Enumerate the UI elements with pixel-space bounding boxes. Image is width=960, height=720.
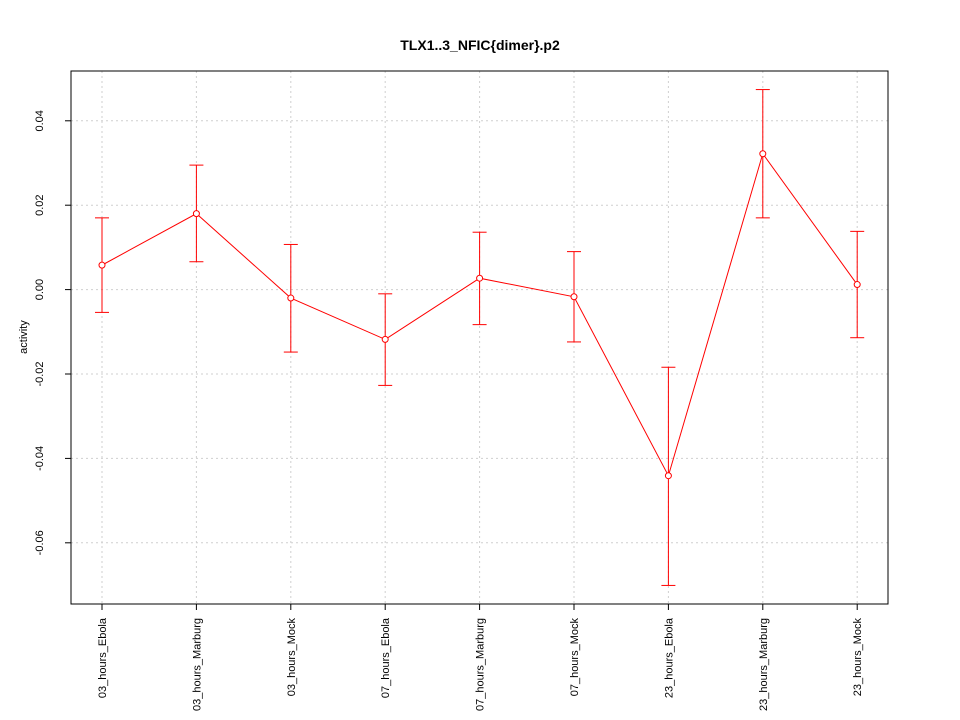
y-tick-label: 0.02 [34, 194, 46, 215]
series-layer [95, 89, 865, 586]
x-tick-label: 07_hours_Mock [569, 618, 581, 697]
data-point [381, 335, 389, 343]
x-tick-label: 23_hours_Marburg [758, 618, 770, 711]
x-tick-label: 07_hours_Marburg [475, 618, 487, 711]
plot-frame [70, 70, 889, 605]
y-tick-label: -0.06 [34, 530, 46, 555]
x-tick-label: 03_hours_Ebola [97, 617, 109, 698]
data-point [287, 294, 295, 302]
data-point [664, 472, 672, 480]
x-tick-label: 03_hours_Marburg [191, 618, 203, 711]
data-point [759, 150, 767, 158]
data-point [98, 261, 106, 269]
data-point [476, 274, 484, 282]
y-tick-label: -0.02 [34, 361, 46, 386]
chart-title: TLX1..3_NFIC{dimer}.p2 [400, 37, 560, 53]
data-point [192, 210, 200, 218]
y-tick-label: -0.04 [34, 446, 46, 471]
grid-layer [71, 71, 888, 604]
x-tick-label: 23_hours_Ebola [663, 617, 675, 698]
x-tick-label: 03_hours_Mock [286, 618, 298, 697]
x-tick-label: 07_hours_Ebola [380, 617, 392, 698]
data-point [853, 281, 861, 289]
axis-layer: 03_hours_Ebola 03_hours_Marburg 03_hours_M… [34, 110, 864, 711]
data-point [570, 293, 578, 301]
y-tick-label: 0.04 [34, 110, 46, 131]
x-tick-label: 23_hours_Mock [852, 618, 864, 697]
y-axis-label: activity [18, 320, 30, 354]
y-tick-label: 0.00 [34, 279, 46, 300]
